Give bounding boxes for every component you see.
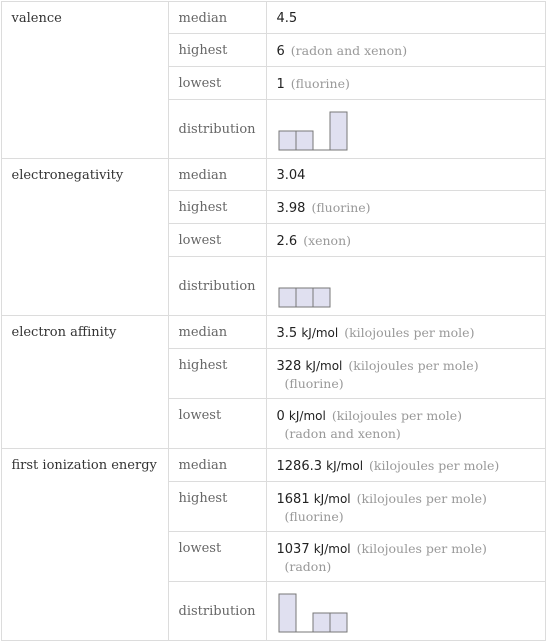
note: (xenon) [303, 232, 352, 248]
row-value: 3.5 kJ/mol (kilojoules per mole) [265, 314, 546, 349]
section-name: first ionization energy [0, 447, 169, 641]
table-row: lowest 2.6 (xenon) [1, 222, 546, 257]
row-value: 1 (fluorine) [265, 65, 546, 100]
value: 2.6 [276, 233, 298, 249]
row-value: 328 kJ/mol (kilojoules per mole) (fluorine… [265, 347, 546, 399]
table-row: highest 3.98 (fluorine) [1, 189, 546, 224]
table-row: distribution [1, 98, 546, 159]
row-label: distribution [167, 255, 267, 316]
value: 3.04 [276, 167, 306, 183]
value: 0 [276, 408, 285, 424]
value: 1286.3 [276, 458, 323, 474]
note: (radon and xenon) [284, 425, 401, 441]
row-label: lowest [167, 222, 267, 257]
distribution-chart [278, 593, 347, 632]
histogram-bar [312, 612, 330, 632]
row-value: 0 kJ/mol (kilojoules per mole) (radon and … [265, 397, 546, 449]
unit: kJ/mol [326, 458, 364, 473]
section-name: valence [0, 0, 169, 159]
histogram-bar [295, 287, 313, 307]
row-label: distribution [167, 98, 267, 159]
histogram-bar [312, 287, 330, 307]
table-row: lowest 1037 kJ/mol (kilojoules per mole) (r… [1, 530, 546, 582]
row-label: distribution [167, 580, 267, 641]
row-value [265, 98, 546, 159]
value: 4.5 [276, 10, 298, 26]
row-label: lowest [167, 397, 267, 449]
row-value: 3.98 (fluorine) [265, 189, 546, 224]
row-value: 4.5 [265, 0, 546, 34]
row-value: 1681 kJ/mol (kilojoules per mole) (fluorin… [265, 480, 546, 532]
value: 3.98 [276, 200, 306, 216]
row-label: highest [167, 347, 267, 399]
unit: kJ/mol [288, 408, 326, 423]
value: 6 [276, 43, 285, 59]
table-row: valence median 4.5 [0, 0, 546, 159]
table-row: lowest 0 kJ/mol (kilojoules per mole) (rado… [1, 397, 546, 449]
note: (fluorine) [311, 199, 371, 215]
table-row: highest 328 kJ/mol (kilojoules per mole) (f… [1, 347, 546, 399]
histogram-bar [278, 287, 296, 307]
section-name: electron affinity [0, 314, 169, 449]
row-label: lowest [167, 65, 267, 100]
value: 1037 [276, 541, 310, 557]
row-value: 2.6 (xenon) [265, 222, 546, 257]
distribution-chart [278, 111, 347, 150]
histogram-bar [295, 130, 313, 150]
unit: kJ/mol [313, 541, 351, 556]
row-value: 1037 kJ/mol (kilojoules per mole) (radon) [265, 530, 546, 582]
histogram-bar [329, 612, 347, 632]
row-label: median [167, 447, 267, 482]
unit: kJ/mol [313, 491, 351, 506]
unit-name: (kilojoules per mole) [344, 324, 475, 340]
table-row: lowest 1 (fluorine) [1, 65, 546, 100]
table-row: distribution [1, 255, 546, 316]
row-value: 6 (radon and xenon) [265, 32, 546, 67]
histogram-bar [329, 111, 347, 150]
row-label: lowest [167, 530, 267, 582]
unit: kJ/mol [305, 358, 343, 373]
table-row: electronegativity median 3.04 [0, 157, 546, 316]
row-label: highest [167, 189, 267, 224]
note: (radon and xenon) [290, 42, 408, 58]
histogram-bar [278, 130, 296, 150]
note: (radon) [284, 558, 332, 574]
table-row: highest 6 (radon and xenon) [1, 32, 546, 67]
table-row: highest 1681 kJ/mol (kilojoules per mole) (… [1, 480, 546, 532]
unit-name: (kilojoules per mole) [331, 407, 463, 423]
unit-name: (kilojoules per mole) [356, 540, 487, 556]
section-name: electronegativity [0, 157, 169, 316]
row-label: median [167, 314, 267, 349]
histogram-bar [278, 593, 296, 632]
distribution-chart [278, 287, 330, 307]
note: (fluorine) [284, 508, 344, 524]
value: 1681 [276, 491, 310, 507]
row-value [265, 580, 546, 641]
table-row: electron affinity median 3.5 kJ/mol (kilojo… [0, 314, 546, 449]
table-row: first ionization energy median 1286.3 kJ/m… [0, 447, 546, 641]
row-value [265, 255, 546, 316]
row-label: highest [167, 32, 267, 67]
unit-name: (kilojoules per mole) [348, 357, 479, 373]
value: 3.5 [276, 325, 298, 341]
row-value: 3.04 [265, 157, 546, 191]
note: (fluorine) [290, 75, 350, 91]
note: (fluorine) [284, 375, 344, 391]
row-label: median [167, 0, 267, 34]
unit-name: (kilojoules per mole) [369, 457, 500, 473]
row-label: highest [167, 480, 267, 532]
row-label: median [167, 157, 267, 191]
value: 328 [276, 358, 302, 374]
unit-name: (kilojoules per mole) [356, 490, 487, 506]
row-value: 1286.3 kJ/mol (kilojoules per mole) [265, 447, 546, 482]
value: 1 [276, 76, 285, 92]
unit: kJ/mol [301, 325, 339, 340]
